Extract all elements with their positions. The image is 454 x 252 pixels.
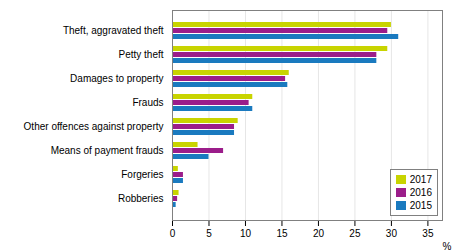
svg-text:Forgeries: Forgeries (121, 169, 163, 180)
svg-text:Means of payment frauds: Means of payment frauds (51, 145, 164, 156)
svg-text:Frauds: Frauds (132, 97, 163, 108)
svg-text:Robberies: Robberies (118, 193, 164, 204)
svg-text:Theft, aggravated theft: Theft, aggravated theft (63, 25, 164, 36)
svg-text:25: 25 (349, 228, 361, 239)
svg-text:20: 20 (313, 228, 325, 239)
svg-text:0: 0 (170, 228, 176, 239)
html-text:2016: 2016 (409, 187, 432, 198)
svg-text:Petty theft: Petty theft (118, 49, 163, 60)
svg-text:Other offences against propert: Other offences against property (24, 121, 164, 132)
html-text:2017: 2017 (409, 174, 432, 185)
svg-text:%: % (443, 241, 452, 252)
svg-text:10: 10 (240, 228, 252, 239)
html-text:2015: 2015 (409, 200, 432, 211)
svg-text:15: 15 (276, 228, 288, 239)
svg-text:35: 35 (422, 228, 434, 239)
svg-text:5: 5 (206, 228, 212, 239)
svg-text:Damages to property: Damages to property (70, 73, 163, 84)
svg-text:30: 30 (386, 228, 398, 239)
